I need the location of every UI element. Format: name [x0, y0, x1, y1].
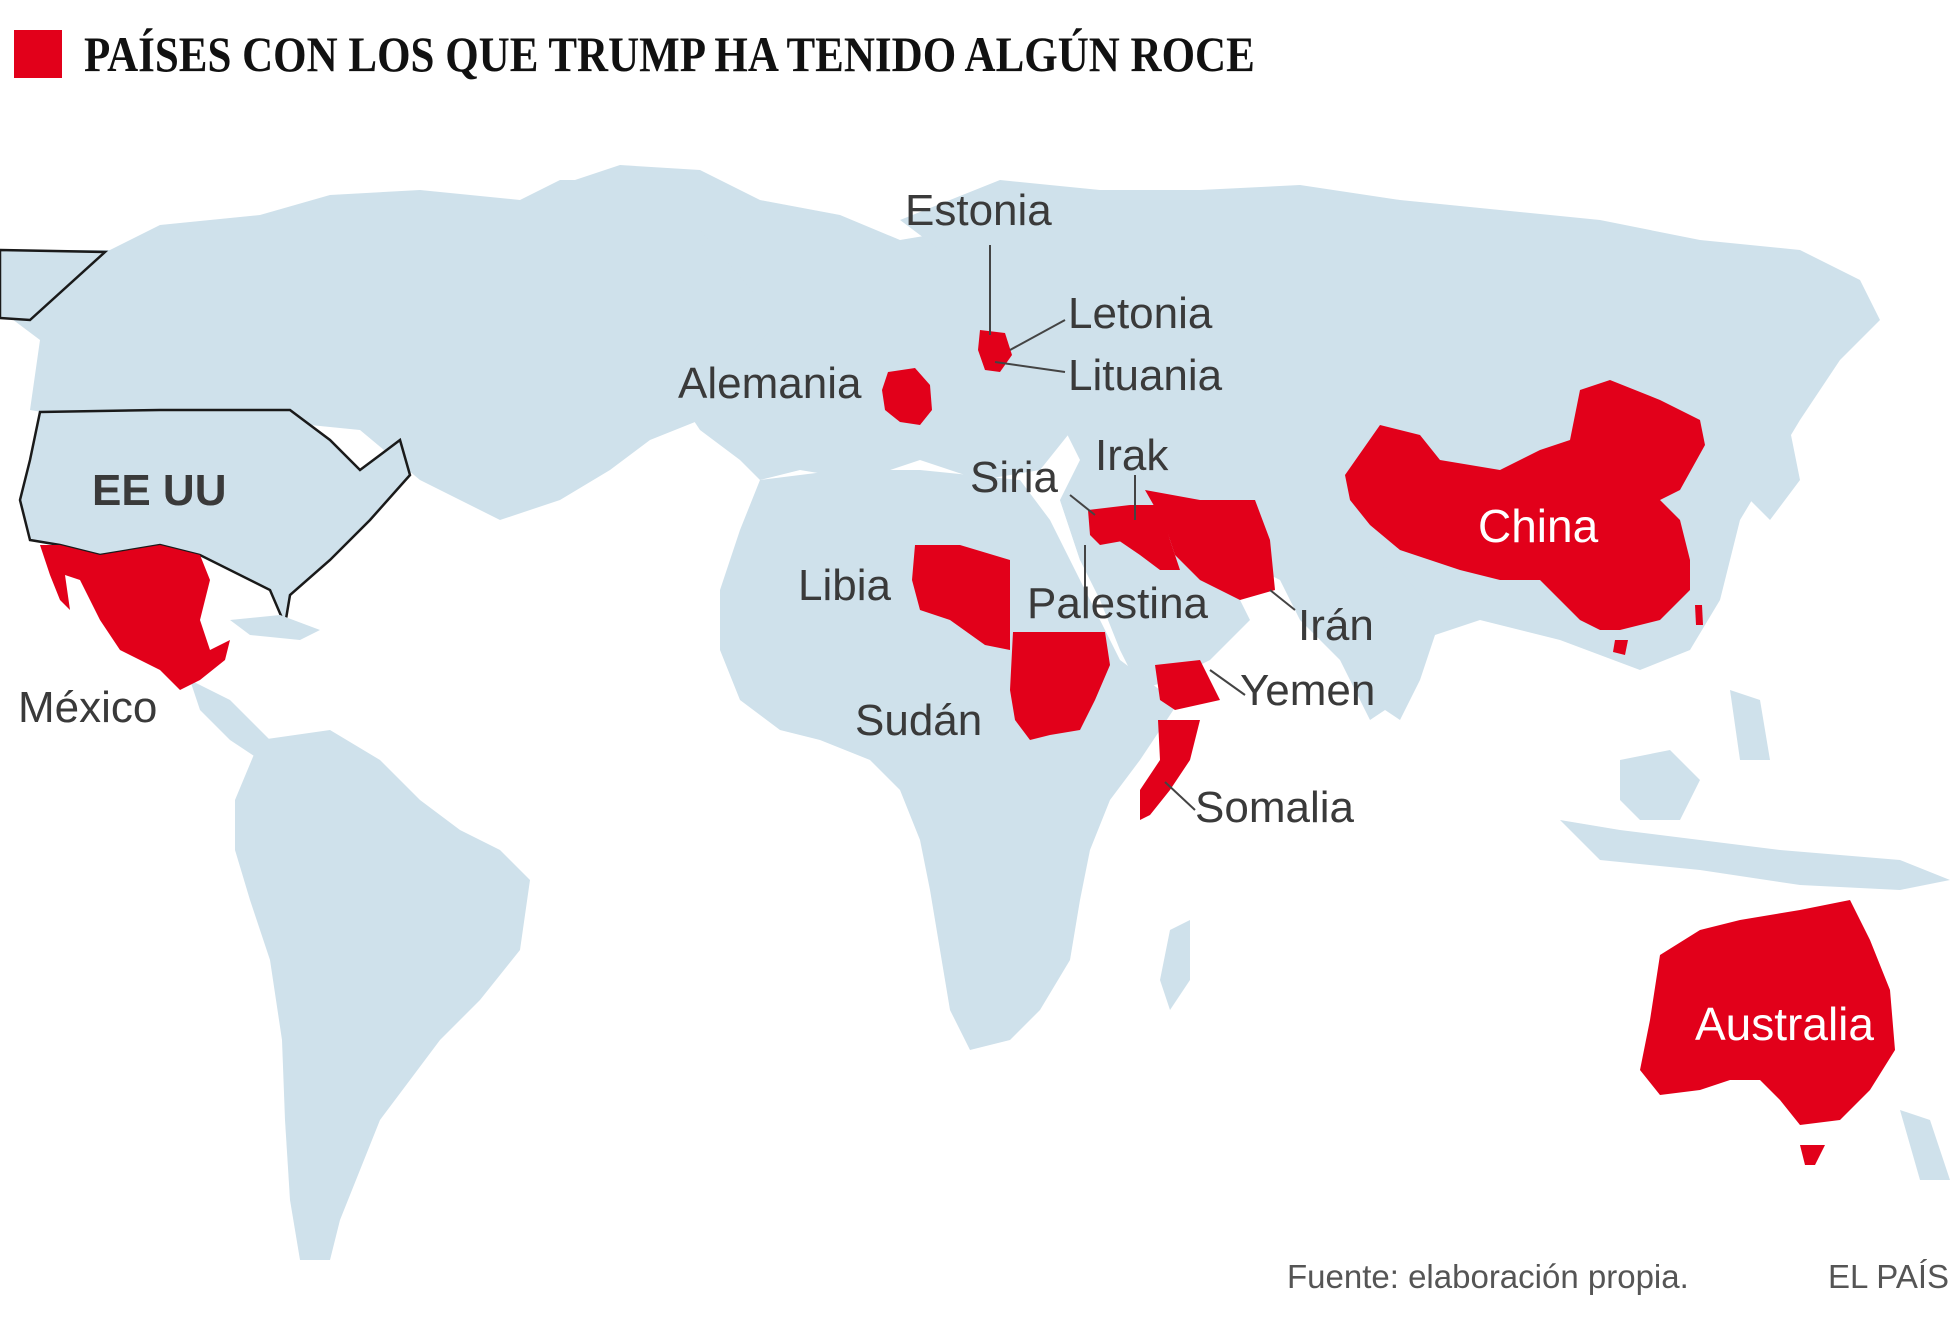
leader-lines: [989, 245, 1296, 811]
country-china: [1345, 380, 1705, 630]
land-iceland: [700, 235, 750, 265]
label-irak: Irak: [1095, 431, 1169, 480]
label-lituania: Lituania: [1068, 351, 1223, 400]
title-marker-square: [14, 30, 62, 78]
country-iran: [1145, 490, 1275, 600]
country-somalia: [1140, 720, 1200, 820]
country-mexico: [40, 545, 230, 690]
country-australia: [1640, 900, 1895, 1125]
label-yemen: Yemen: [1240, 666, 1375, 715]
label-alemania: Alemania: [678, 359, 862, 408]
country-syria: [1088, 505, 1130, 545]
map-title: PAÍSES CON LOS QUE TRUMP HA TENIDO ALGÚN…: [84, 26, 1255, 82]
brand-label: EL PAÍS: [1828, 1258, 1950, 1295]
leader-siria: [1069, 494, 1096, 516]
label-somalia: Somalia: [1195, 783, 1354, 832]
leader-letonia: [1009, 319, 1066, 351]
country-yemen: [1155, 660, 1220, 710]
country-taiwan: [1695, 605, 1703, 625]
country-sudan: [1010, 632, 1110, 740]
land-borneo: [1620, 750, 1700, 820]
source-note: Fuente: elaboración propia.: [1287, 1258, 1689, 1295]
land-india: [1340, 560, 1440, 720]
leader-somalia: [1164, 781, 1196, 811]
land-japan: [1750, 430, 1800, 520]
label-china: China: [1478, 500, 1599, 552]
land-canada: [0, 180, 760, 520]
label-sudan: Sudán: [855, 696, 982, 745]
land-new-zealand: [1900, 1110, 1950, 1180]
land-philippines: [1730, 690, 1770, 760]
label-estonia: Estonia: [905, 186, 1052, 235]
label-libia: Libia: [798, 561, 891, 610]
leader-lituania: [994, 361, 1066, 373]
land-cuba: [230, 615, 320, 640]
country-germany: [882, 368, 932, 425]
label-palestina: Palestina: [1027, 579, 1209, 628]
land-usa: [18, 408, 412, 630]
country-libya: [912, 545, 1010, 650]
chart-header: PAÍSES CON LOS QUE TRUMP HA TENIDO ALGÚN…: [14, 24, 1445, 84]
land-alaska: [0, 248, 109, 322]
land-africa: [720, 470, 1180, 1050]
country-baltics: [978, 330, 1012, 372]
label-mexico: México: [18, 683, 157, 732]
leader-yemen: [1209, 669, 1246, 696]
land-madagascar: [1160, 920, 1190, 1010]
label-iran: Irán: [1298, 601, 1374, 650]
land-central-america: [190, 680, 280, 760]
highlighted-countries: [40, 330, 1895, 1165]
land-arabia: [1060, 500, 1250, 690]
country-tasmania: [1800, 1145, 1825, 1165]
leader-iran: [1269, 589, 1296, 611]
land-indonesia: [1560, 820, 1950, 890]
label-australia: Australia: [1695, 998, 1874, 1050]
label-siria: Siria: [970, 453, 1059, 502]
country-hainan: [1613, 640, 1628, 655]
land-uk: [730, 290, 770, 355]
label-letonia: Letonia: [1068, 289, 1213, 338]
land-south-america: [235, 730, 530, 1260]
label-ee-uu: EE UU: [92, 466, 226, 515]
